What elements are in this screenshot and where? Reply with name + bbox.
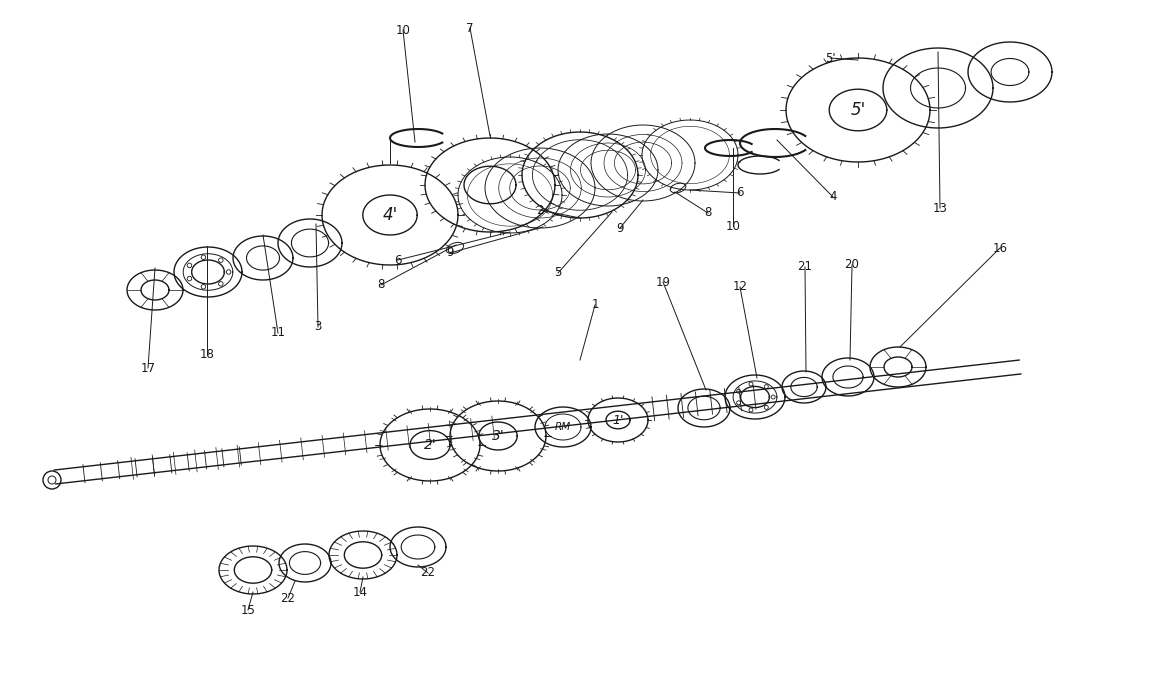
- Text: 1: 1: [591, 298, 599, 311]
- Text: 14: 14: [353, 585, 368, 598]
- Text: 4': 4': [382, 206, 398, 224]
- Text: 8: 8: [704, 206, 712, 219]
- Text: 7: 7: [466, 21, 474, 35]
- Text: 12: 12: [733, 281, 748, 294]
- Text: RM: RM: [555, 422, 572, 432]
- Text: 5: 5: [554, 266, 561, 279]
- Text: 4: 4: [829, 191, 837, 204]
- Text: 6: 6: [394, 253, 401, 266]
- Text: 10: 10: [726, 219, 741, 232]
- Text: 9: 9: [616, 221, 623, 234]
- Text: 2: 2: [536, 204, 544, 217]
- Text: 22: 22: [281, 591, 296, 604]
- Text: 15: 15: [240, 604, 255, 617]
- Text: 1': 1': [612, 413, 623, 426]
- Text: 20: 20: [844, 258, 859, 272]
- Text: 16: 16: [992, 242, 1007, 255]
- Text: 9: 9: [446, 247, 454, 260]
- Text: 18: 18: [200, 348, 214, 361]
- Text: 11: 11: [270, 326, 285, 339]
- Text: 2': 2': [423, 438, 436, 452]
- Text: 5': 5': [825, 51, 835, 64]
- Text: 22: 22: [421, 566, 436, 579]
- Text: 19: 19: [656, 275, 670, 288]
- Text: 3': 3': [492, 429, 505, 443]
- Text: 17: 17: [140, 361, 155, 374]
- Text: 5': 5': [850, 101, 866, 119]
- Text: 6: 6: [736, 186, 744, 199]
- Text: 3: 3: [314, 320, 322, 333]
- Text: 13: 13: [933, 201, 948, 214]
- Text: 21: 21: [797, 260, 813, 273]
- Text: 10: 10: [396, 23, 411, 36]
- Text: 8: 8: [377, 279, 385, 292]
